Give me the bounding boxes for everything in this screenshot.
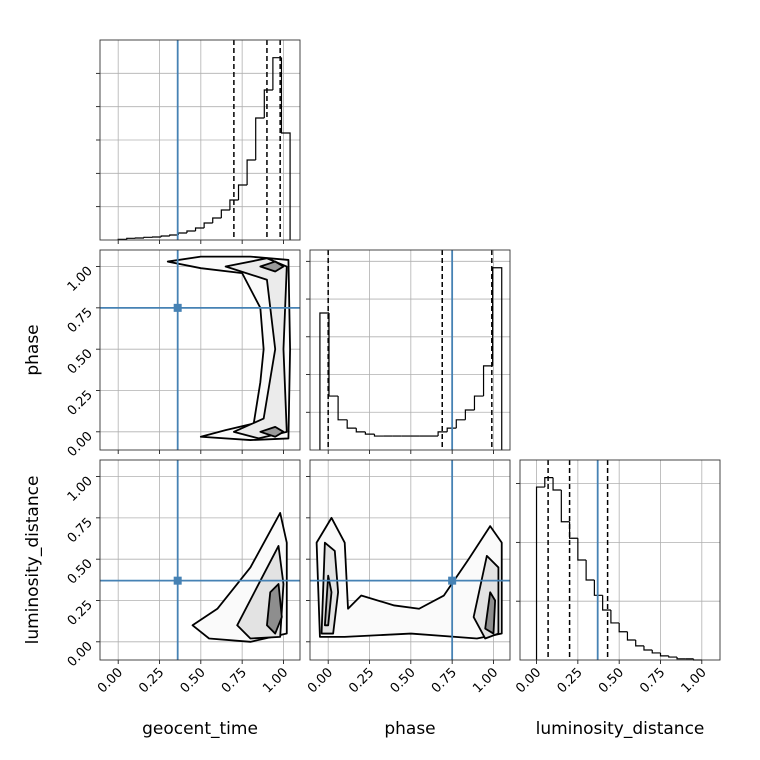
- histogram-bin: [585, 560, 595, 581]
- x-tick-label: 0.25: [346, 665, 377, 696]
- histogram-bin: [203, 222, 213, 228]
- y-tick-label: 0.00: [65, 429, 96, 460]
- histogram-bin: [337, 396, 348, 421]
- x-tick-label: 0.00: [305, 665, 336, 696]
- contour: [484, 591, 497, 635]
- x-tick-label: 1.00: [260, 665, 291, 696]
- x-tick-label: 0.50: [596, 665, 627, 696]
- y-tick-label: 0.50: [65, 556, 96, 587]
- histogram-bin: [355, 428, 366, 433]
- histogram-bin: [272, 57, 282, 90]
- histogram-bin: [473, 395, 484, 410]
- y-tick-label: 0.50: [65, 346, 96, 377]
- histogram-bin: [676, 657, 686, 660]
- histogram-bin: [229, 199, 239, 210]
- contour: [259, 425, 285, 438]
- x-axis-label: luminosity_distance: [536, 719, 705, 739]
- histogram-bin: [177, 232, 187, 235]
- histogram-bin: [626, 631, 636, 641]
- truth-marker: [448, 576, 457, 585]
- x-tick-label: 0.25: [136, 665, 167, 696]
- x-tick-label: 0.75: [429, 665, 460, 696]
- histogram-bin: [544, 477, 554, 488]
- histogram-bin: [373, 434, 384, 437]
- histogram-bin: [194, 227, 205, 231]
- histogram-bin: [577, 538, 587, 561]
- histogram-bin: [552, 477, 562, 491]
- histogram-bin: [346, 419, 357, 429]
- histogram-bin: [220, 209, 230, 218]
- histogram-bin: [643, 645, 653, 651]
- histogram-bin: [635, 640, 644, 647]
- histogram-bin: [464, 409, 475, 420]
- panel-frame: [99, 249, 301, 451]
- histogram-bin: [455, 419, 466, 429]
- contour: [315, 516, 503, 640]
- histogram-bin: [160, 235, 170, 237]
- histogram-bin: [126, 237, 136, 240]
- y-tick-label: 0.00: [65, 639, 96, 670]
- histogram-bin: [237, 184, 248, 200]
- panel-frame: [309, 249, 511, 451]
- histogram-bin: [618, 622, 628, 633]
- histogram-bin: [143, 236, 153, 238]
- x-tick-label: 0.00: [513, 665, 544, 696]
- x-tick-label: 1.00: [679, 665, 710, 696]
- histogram-bin: [328, 313, 339, 397]
- histogram-bin: [437, 431, 448, 437]
- contour: [323, 574, 333, 627]
- y-axis-label: luminosity_distance: [23, 476, 43, 645]
- y-axis-label: phase: [23, 324, 43, 375]
- y-tick-label: 0.75: [65, 305, 96, 336]
- x-tick-label: 0.75: [219, 665, 250, 696]
- histogram-bin: [186, 230, 196, 233]
- x-tick-label: 0.50: [388, 665, 419, 696]
- x-tick-label: 0.00: [95, 665, 126, 696]
- contour: [259, 260, 285, 273]
- y-tick-label: 0.25: [65, 388, 96, 419]
- histogram-bin: [255, 117, 265, 160]
- histogram-bin: [246, 159, 256, 185]
- histogram-bin: [212, 217, 222, 223]
- panel-frame: [99, 39, 301, 241]
- histogram-bin: [535, 486, 545, 660]
- y-tick-label: 1.00: [65, 474, 96, 505]
- histogram-bin: [482, 365, 493, 397]
- contour: [266, 583, 283, 635]
- histogram-bin: [602, 595, 611, 611]
- panel-frame: [309, 459, 511, 661]
- histogram-bin: [560, 490, 570, 523]
- histogram-bin: [659, 652, 669, 657]
- x-axis-label: phase: [384, 719, 435, 739]
- y-tick-label: 0.75: [65, 515, 96, 546]
- contour: [166, 255, 291, 441]
- histogram-bin: [568, 521, 578, 539]
- histogram-bin: [593, 580, 603, 596]
- x-tick-label: 0.75: [637, 665, 668, 696]
- x-tick-label: 1.00: [470, 665, 501, 696]
- x-tick-label: 0.25: [555, 665, 586, 696]
- histogram-bin: [280, 57, 291, 240]
- histogram-bin: [668, 655, 678, 658]
- truth-marker: [173, 303, 182, 312]
- histogram-bin: [651, 650, 661, 654]
- histogram-bin: [169, 234, 179, 236]
- histogram-bin: [263, 89, 273, 118]
- x-axis-label: geocent_time: [142, 719, 258, 739]
- histogram-bin: [319, 312, 330, 450]
- histogram-bin: [610, 610, 620, 624]
- histogram-bin: [364, 431, 375, 435]
- y-tick-label: 1.00: [65, 264, 96, 295]
- histogram-bin: [446, 427, 457, 432]
- x-tick-label: 0.50: [178, 665, 209, 696]
- truth-marker: [173, 576, 182, 585]
- panel-frame: [99, 459, 301, 661]
- y-tick-label: 0.25: [65, 598, 96, 629]
- histogram-bin: [492, 267, 503, 450]
- panel-frame: [519, 459, 721, 661]
